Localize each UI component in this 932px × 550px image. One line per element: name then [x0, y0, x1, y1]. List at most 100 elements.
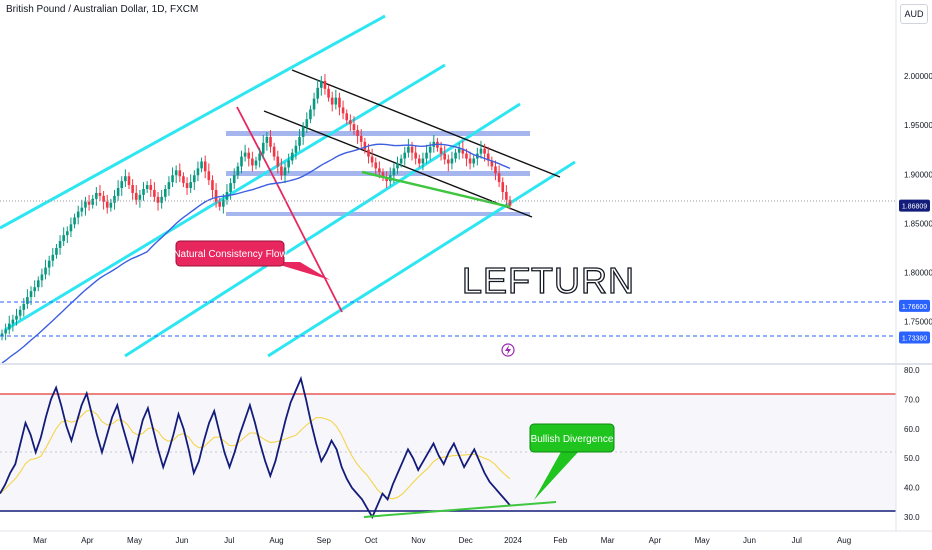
channel-line-1[interactable]	[0, 14, 386, 230]
candle-body	[196, 168, 200, 176]
candle-body	[407, 146, 410, 153]
candle-body	[116, 188, 120, 196]
current-price-badge	[899, 199, 930, 212]
candle-body	[327, 88, 330, 98]
natural-flow-line-1[interactable]	[236, 106, 273, 175]
candle-body	[367, 149, 370, 157]
candle-body	[26, 297, 29, 304]
time-tick-label: Apr	[649, 536, 662, 545]
candle-body	[73, 217, 76, 225]
candle-body	[396, 163, 399, 169]
rsi-tick-label: 30.0	[904, 513, 920, 522]
bullish-divergence-label: Bullish Divergence	[531, 434, 614, 445]
candle-body	[254, 160, 258, 166]
natural-flow-callout[interactable]: Natural Consistency Flow	[173, 240, 330, 280]
candle-body	[280, 166, 283, 176]
candle-body	[229, 183, 232, 192]
time-tick-label: Aug	[837, 536, 851, 545]
rsi-tick-label: 50.0	[904, 454, 920, 463]
moving-average-line	[1, 143, 511, 364]
candle-body	[69, 224, 73, 232]
price-badge-label: 1.73380	[902, 336, 927, 343]
time-tick-label: Jun	[175, 536, 188, 545]
time-tick-label: Dec	[459, 536, 473, 545]
bullish-divergence-callout[interactable]: Bullish Divergence	[529, 423, 615, 500]
time-tick-label: Feb	[553, 536, 567, 545]
candle-body	[301, 127, 305, 137]
candle-body	[392, 168, 396, 176]
rsi-line	[0, 375, 511, 520]
candle-body	[497, 173, 501, 183]
time-tick-label: Sep	[317, 536, 332, 545]
candle-body	[105, 201, 109, 208]
candle-body	[283, 167, 287, 176]
candle-body	[222, 199, 225, 207]
candle-body	[494, 166, 497, 174]
candle-body	[399, 158, 403, 164]
candle-body	[479, 148, 483, 154]
price-divergence-line[interactable]	[361, 170, 511, 209]
candle-body	[127, 176, 131, 186]
candle-body	[84, 201, 87, 208]
candle-body	[421, 158, 425, 164]
candle-body	[486, 153, 490, 161]
candle-body	[454, 152, 457, 159]
candle-body	[483, 148, 486, 154]
time-tick-label: Jul	[792, 536, 802, 545]
candle-body	[385, 177, 388, 182]
candle-body	[363, 141, 367, 150]
candle-body	[167, 182, 171, 189]
channel-line-4[interactable]	[267, 160, 576, 358]
candle-body	[95, 192, 98, 199]
candle-body	[174, 170, 178, 176]
candle-body	[370, 156, 374, 163]
candle-body	[134, 192, 138, 200]
candle-body	[359, 135, 363, 142]
candle-body	[109, 202, 113, 208]
candle-body	[457, 148, 461, 153]
rsi-divergence-line[interactable]	[363, 501, 557, 518]
natural-flow-line-2[interactable]	[271, 173, 343, 313]
candle-body	[113, 195, 116, 203]
candle-body	[290, 152, 294, 161]
candle-body	[207, 171, 211, 181]
candle-body	[156, 196, 160, 203]
candle-body	[316, 87, 319, 99]
candle-body	[87, 201, 91, 205]
rsi-tick-label: 60.0	[904, 425, 920, 434]
time-tick-label: Apr	[81, 536, 94, 545]
time-tick-label: Nov	[411, 536, 425, 545]
rsi-ma-line	[0, 409, 511, 500]
candle-body	[320, 80, 323, 88]
candle-body	[349, 120, 352, 125]
alert-icon[interactable]	[501, 343, 515, 357]
rsi-tick-label: 80.0	[904, 366, 920, 375]
candle-body	[76, 211, 80, 218]
currency-selector[interactable]: AUD	[900, 4, 928, 24]
candle-body	[163, 189, 167, 197]
candle-body	[345, 113, 349, 121]
candle-body	[214, 189, 218, 202]
upper-trendline[interactable]	[291, 69, 561, 178]
level-price-badge	[899, 299, 930, 312]
channel-line-3[interactable]	[124, 102, 521, 358]
channel-line-2[interactable]	[4, 63, 446, 332]
candle-body	[508, 199, 512, 206]
candle-body	[66, 231, 69, 236]
candle-body	[414, 152, 417, 159]
candle-body	[247, 152, 251, 159]
candle-body	[305, 119, 309, 128]
candle-body	[341, 107, 345, 114]
rsi-tick-label: 70.0	[904, 395, 920, 404]
price-tick-label: 1.95000	[904, 121, 932, 130]
candle-body	[309, 109, 312, 120]
candle-body	[232, 175, 236, 184]
candle-body	[323, 80, 327, 89]
candle-body	[142, 189, 145, 195]
candle-body	[200, 161, 203, 169]
candle-body	[178, 170, 182, 177]
rsi-tick-label: 40.0	[904, 484, 920, 493]
candle-body	[171, 175, 174, 183]
candle-body	[243, 152, 247, 157]
